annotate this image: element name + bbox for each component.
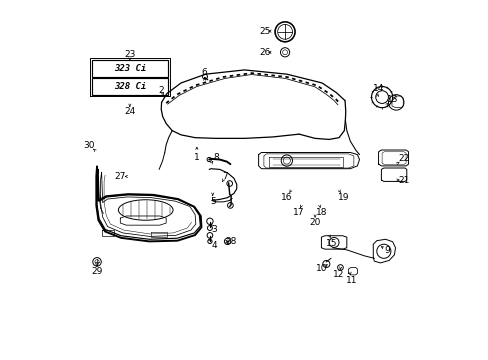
Text: 18: 18 <box>315 208 326 217</box>
Text: 23: 23 <box>124 50 135 59</box>
Text: 26: 26 <box>259 48 270 57</box>
Text: 25: 25 <box>259 27 270 36</box>
Text: 21: 21 <box>397 176 409 185</box>
Text: 24: 24 <box>124 107 135 116</box>
Text: 22: 22 <box>398 154 409 163</box>
Text: 19: 19 <box>337 193 348 202</box>
Text: 8: 8 <box>213 153 219 162</box>
Text: 16: 16 <box>281 193 292 202</box>
Text: 323 Ci: 323 Ci <box>114 64 145 73</box>
Text: 30: 30 <box>83 141 95 150</box>
Text: 12: 12 <box>333 270 344 279</box>
Text: 10: 10 <box>316 264 327 273</box>
Text: 14: 14 <box>372 84 384 93</box>
Text: 2: 2 <box>159 86 164 95</box>
Bar <box>92 78 167 95</box>
Text: 15: 15 <box>325 239 337 248</box>
Text: 3: 3 <box>211 225 217 234</box>
Text: 6: 6 <box>202 68 207 77</box>
Text: 1: 1 <box>194 153 199 162</box>
Text: 328 Ci: 328 Ci <box>114 82 145 91</box>
Text: 9: 9 <box>384 246 389 255</box>
Text: 5: 5 <box>209 197 215 206</box>
Text: 13: 13 <box>386 95 398 104</box>
Text: 4: 4 <box>211 241 217 250</box>
Text: 28: 28 <box>225 237 237 246</box>
Bar <box>92 60 167 77</box>
Text: 29: 29 <box>91 267 102 276</box>
Text: 17: 17 <box>292 208 304 217</box>
Text: 11: 11 <box>346 276 357 285</box>
Text: 27: 27 <box>114 172 126 181</box>
Text: 7: 7 <box>222 172 227 181</box>
Text: 20: 20 <box>309 218 320 227</box>
